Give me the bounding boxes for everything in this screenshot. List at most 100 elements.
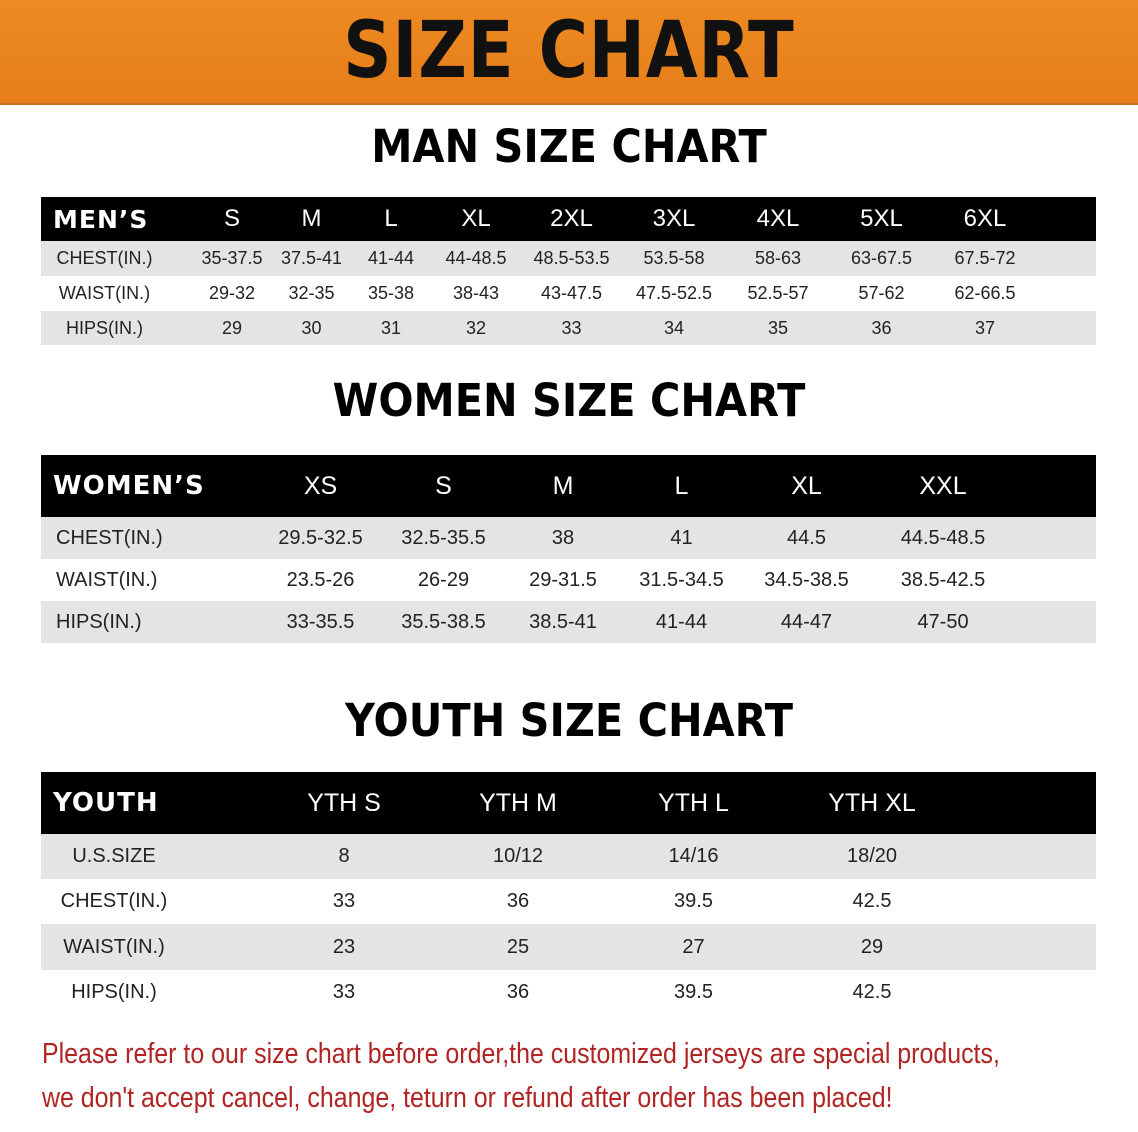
measurement-cell: 27 bbox=[605, 924, 782, 970]
measurement-cell: 38 bbox=[504, 517, 622, 559]
measurement-cell: 37 bbox=[933, 311, 1037, 345]
row-label: U.S.SIZE bbox=[41, 834, 257, 879]
table-row: WAIST(IN.) 23 25 27 29 bbox=[41, 924, 1096, 970]
table-label-header: YOUTH bbox=[41, 772, 257, 834]
measurement-cell: 32 bbox=[431, 311, 521, 345]
size-column-header: 6XL bbox=[933, 197, 1037, 241]
measurement-cell: 39.5 bbox=[605, 879, 782, 924]
women-section-title: WOMEN SIZE CHART bbox=[332, 374, 806, 427]
size-column-header: M bbox=[504, 455, 622, 517]
size-column-header: 2XL bbox=[521, 197, 622, 241]
measurement-cell: 35-37.5 bbox=[192, 241, 272, 276]
measurement-cell: 35 bbox=[726, 311, 830, 345]
measurement-cell: 39.5 bbox=[605, 970, 782, 1015]
table-row: U.S.SIZE 8 10/12 14/16 18/20 bbox=[41, 834, 1096, 879]
measurement-cell: 29 bbox=[192, 311, 272, 345]
size-column-header: YTH L bbox=[605, 772, 782, 834]
table-row: CHEST(IN.) 29.5-32.5 32.5-35.5 38 41 44.5 44.5… bbox=[41, 517, 1096, 559]
measurement-cell: 37.5-41 bbox=[272, 241, 351, 276]
measurement-cell: 33 bbox=[521, 311, 622, 345]
measurement-cell: 41 bbox=[622, 517, 741, 559]
measurement-cell: 23 bbox=[257, 924, 431, 970]
measurement-cell: 35-38 bbox=[351, 276, 431, 311]
measurement-cell: 8 bbox=[257, 834, 431, 879]
measurement-cell: 47.5-52.5 bbox=[622, 276, 726, 311]
size-column-header: XXL bbox=[872, 455, 1014, 517]
notice-line-1: Please refer to our size chart before or… bbox=[42, 1038, 1000, 1070]
table-row: WAIST(IN.) 23.5-26 26-29 29-31.5 31.5-34.5 34… bbox=[41, 559, 1096, 601]
measurement-cell: 31 bbox=[351, 311, 431, 345]
measurement-cell: 44-47 bbox=[741, 601, 872, 643]
main-title: SIZE CHART bbox=[343, 6, 795, 96]
measurement-cell: 29.5-32.5 bbox=[258, 517, 383, 559]
measurement-cell bbox=[962, 924, 1096, 970]
measurement-cell bbox=[1014, 601, 1096, 643]
row-label: HIPS(IN.) bbox=[41, 601, 258, 643]
row-label: CHEST(IN.) bbox=[41, 517, 258, 559]
measurement-cell: 33 bbox=[257, 970, 431, 1015]
measurement-cell: 29-32 bbox=[192, 276, 272, 311]
row-label: HIPS(IN.) bbox=[41, 311, 192, 345]
size-column-header bbox=[1037, 197, 1096, 241]
measurement-cell: 10/12 bbox=[431, 834, 605, 879]
measurement-cell bbox=[1037, 311, 1096, 345]
header-row: WOMEN’S XS S M L XL XXL bbox=[41, 455, 1096, 517]
measurement-cell: 41-44 bbox=[622, 601, 741, 643]
measurement-cell bbox=[1037, 241, 1096, 276]
banner: SIZE CHART bbox=[0, 0, 1138, 105]
measurement-cell: 36 bbox=[830, 311, 933, 345]
measurement-cell: 23.5-26 bbox=[258, 559, 383, 601]
measurement-cell: 63-67.5 bbox=[830, 241, 933, 276]
row-label: WAIST(IN.) bbox=[41, 924, 257, 970]
table-row: WAIST(IN.) 29-32 32-35 35-38 38-43 43-47.5 47.… bbox=[41, 276, 1096, 311]
measurement-cell: 38.5-42.5 bbox=[872, 559, 1014, 601]
measurement-cell: 29 bbox=[782, 924, 962, 970]
size-column-header: YTH XL bbox=[782, 772, 962, 834]
measurement-cell: 34 bbox=[622, 311, 726, 345]
row-label: HIPS(IN.) bbox=[41, 970, 257, 1015]
size-column-header bbox=[1014, 455, 1096, 517]
measurement-cell: 36 bbox=[431, 879, 605, 924]
row-label: WAIST(IN.) bbox=[41, 559, 258, 601]
size-column-header: 5XL bbox=[830, 197, 933, 241]
row-label: WAIST(IN.) bbox=[41, 276, 192, 311]
measurement-cell: 33 bbox=[257, 879, 431, 924]
measurement-cell: 48.5-53.5 bbox=[521, 241, 622, 276]
measurement-cell: 34.5-38.5 bbox=[741, 559, 872, 601]
row-label: CHEST(IN.) bbox=[41, 879, 257, 924]
measurement-cell: 36 bbox=[431, 970, 605, 1015]
youth-section-title: YOUTH SIZE CHART bbox=[345, 694, 793, 747]
measurement-cell bbox=[962, 834, 1096, 879]
size-column-header: L bbox=[351, 197, 431, 241]
measurement-cell: 58-63 bbox=[726, 241, 830, 276]
size-column-header: M bbox=[272, 197, 351, 241]
measurement-cell: 38-43 bbox=[431, 276, 521, 311]
measurement-cell bbox=[1014, 517, 1096, 559]
measurement-cell: 35.5-38.5 bbox=[383, 601, 504, 643]
measurement-cell: 18/20 bbox=[782, 834, 962, 879]
size-column-header: 4XL bbox=[726, 197, 830, 241]
measurement-cell: 67.5-72 bbox=[933, 241, 1037, 276]
measurement-cell: 14/16 bbox=[605, 834, 782, 879]
table-label-header: MEN’S bbox=[41, 197, 192, 241]
table-row: HIPS(IN.) 29 30 31 32 33 34 35 36 37 bbox=[41, 311, 1096, 345]
women-size-table: WOMEN’S XS S M L XL XXL CHEST(IN.) 29.5-32.5 32.5… bbox=[41, 455, 1096, 643]
measurement-cell: 44-48.5 bbox=[431, 241, 521, 276]
size-column-header: 3XL bbox=[622, 197, 726, 241]
size-column-header bbox=[962, 772, 1096, 834]
measurement-cell: 38.5-41 bbox=[504, 601, 622, 643]
notice-line-2: we don't accept cancel, change, teturn o… bbox=[42, 1082, 893, 1114]
measurement-cell: 43-47.5 bbox=[521, 276, 622, 311]
measurement-cell: 44.5-48.5 bbox=[872, 517, 1014, 559]
size-column-header: L bbox=[622, 455, 741, 517]
header-row: MEN’S S M L XL 2XL 3XL 4XL 5XL 6XL bbox=[41, 197, 1096, 241]
size-column-header: XS bbox=[258, 455, 383, 517]
youth-size-table: YOUTH YTH S YTH M YTH L YTH XL U.S.SIZE 8 10/12… bbox=[41, 772, 1096, 1015]
measurement-cell: 47-50 bbox=[872, 601, 1014, 643]
size-column-header: XL bbox=[431, 197, 521, 241]
measurement-cell: 33-35.5 bbox=[258, 601, 383, 643]
table-label-header: WOMEN’S bbox=[41, 455, 258, 517]
table-row: HIPS(IN.) 33-35.5 35.5-38.5 38.5-41 41-44 44-… bbox=[41, 601, 1096, 643]
measurement-cell: 32.5-35.5 bbox=[383, 517, 504, 559]
measurement-cell: 31.5-34.5 bbox=[622, 559, 741, 601]
